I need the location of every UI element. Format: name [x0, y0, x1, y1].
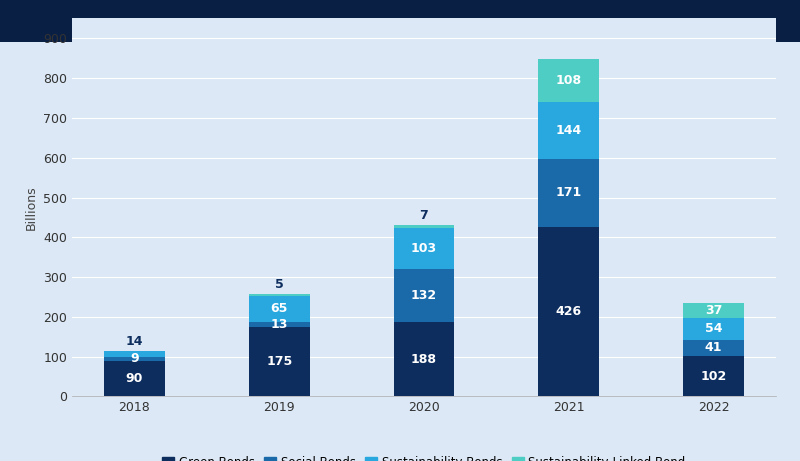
- Legend: Green Bonds, Social Bonds, Sustainability Bonds, Sustainability-Linked Bond: Green Bonds, Social Bonds, Sustainabilit…: [158, 451, 690, 461]
- Bar: [104, 351, 165, 357]
- Bar: [683, 318, 744, 340]
- Text: 37: 37: [705, 304, 722, 317]
- Text: 188: 188: [411, 353, 437, 366]
- Text: 103: 103: [411, 242, 437, 255]
- Text: 5: 5: [275, 278, 283, 290]
- Bar: [249, 322, 310, 327]
- Text: 132: 132: [411, 289, 437, 302]
- Bar: [538, 101, 599, 159]
- Text: 41: 41: [705, 341, 722, 354]
- Bar: [249, 296, 310, 322]
- Bar: [394, 269, 454, 322]
- Text: 144: 144: [556, 124, 582, 137]
- Bar: [394, 225, 454, 228]
- Text: 13: 13: [270, 318, 288, 331]
- Bar: [104, 361, 165, 396]
- Text: 171: 171: [556, 186, 582, 200]
- Text: 175: 175: [266, 355, 292, 368]
- Bar: [683, 356, 744, 396]
- Bar: [394, 322, 454, 396]
- Text: 7: 7: [420, 209, 428, 222]
- Text: 90: 90: [126, 372, 143, 385]
- Text: 108: 108: [556, 74, 582, 87]
- Bar: [538, 227, 599, 396]
- Text: 14: 14: [126, 335, 143, 349]
- Bar: [394, 228, 454, 269]
- Bar: [683, 340, 744, 356]
- Text: 102: 102: [701, 370, 726, 383]
- Bar: [538, 159, 599, 227]
- Bar: [249, 327, 310, 396]
- Y-axis label: Billions: Billions: [25, 185, 38, 230]
- Text: 54: 54: [705, 322, 722, 335]
- Bar: [249, 294, 310, 296]
- Text: 426: 426: [556, 305, 582, 318]
- Bar: [538, 59, 599, 101]
- Bar: [104, 357, 165, 361]
- Text: 9: 9: [130, 352, 138, 366]
- Bar: [683, 303, 744, 318]
- Text: 65: 65: [270, 302, 288, 315]
